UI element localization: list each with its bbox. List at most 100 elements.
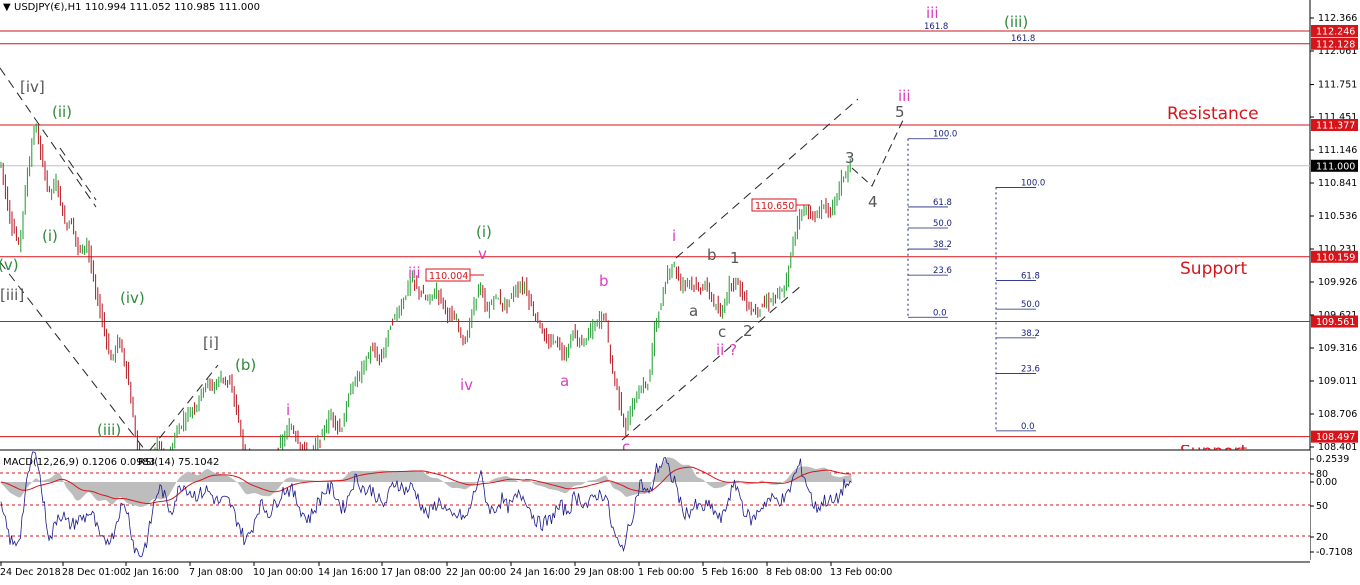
wave-label: c <box>718 323 726 341</box>
level-price-label: 110.159 <box>1316 252 1355 263</box>
price-tick-label: 108.706 <box>1318 409 1357 420</box>
wave-label: (i) <box>42 227 58 245</box>
wave-label: b <box>707 246 717 264</box>
wave-label: a <box>689 302 698 320</box>
macd-label: MACD(12,26,9) 0.1206 0.0983 <box>3 457 155 468</box>
wave-label: ii ? <box>716 341 737 359</box>
macd-signal-line <box>0 466 852 504</box>
price-axis: 112.366 112.061 111.751 111.451 111.146 110.8… <box>1310 13 1357 453</box>
time-tick-label: 1 Feb 00:00 <box>638 567 694 578</box>
fib-level-label: 50.0 <box>1021 300 1040 310</box>
fib-level-label: 0.0 <box>1021 422 1035 432</box>
wave-label: [i] <box>203 334 219 352</box>
resistance-label: Resistance <box>1167 104 1259 124</box>
wave-label: a <box>560 372 569 390</box>
indicator-tick-label: -0.7108 <box>1316 547 1353 558</box>
wave-label: 3 <box>845 149 855 167</box>
rsi-path <box>0 451 852 558</box>
time-tick-label: 14 Jan 16:00 <box>318 567 378 578</box>
time-tick-label: 24 Jan 16:00 <box>510 567 570 578</box>
wave-label: iii <box>898 87 911 105</box>
indicator-tick-label: 0.2539 <box>1316 454 1349 465</box>
fib-level-label: 0.0 <box>933 308 947 318</box>
fib-level-label: 23.6 <box>933 266 952 276</box>
price-tick-label: 111.451 <box>1318 112 1357 123</box>
fib-level-label: 23.6 <box>1021 364 1040 374</box>
dropdown-arrow-icon[interactable]: ▼ <box>3 2 11 13</box>
price-tick-label: 109.316 <box>1318 343 1357 354</box>
level-price-tag <box>1311 315 1358 328</box>
wave-label: (b) <box>235 356 256 374</box>
horizontal-levels: 112.246 112.128 111.377 110.159 109.561 108.4… <box>0 24 1358 443</box>
wave-label: 1 <box>730 249 740 267</box>
fib-level-label: 100.0 <box>1021 178 1045 188</box>
price-tick-label: 108.401 <box>1318 442 1357 453</box>
wave-label: 4 <box>868 193 878 211</box>
level-price-tag <box>1311 430 1358 443</box>
wave-labels: [iv](ii)(i)(v)[iii] (iv)(iii)[i](b)iiiiiv… <box>0 4 1028 456</box>
wave-label: (ii) <box>52 103 72 121</box>
zone-labels: Resistance Support <box>1167 104 1259 279</box>
time-tick-label: 2 Jan 16:00 <box>125 567 179 578</box>
trendline-ii-iv <box>59 147 97 201</box>
support-label: Support <box>1180 259 1248 279</box>
rsi-line <box>0 451 852 558</box>
fib-level-label: 50.0 <box>933 219 952 229</box>
channel-upper-line <box>675 98 859 259</box>
price-box-label: 110.004 <box>429 271 468 282</box>
time-tick-label: 29 Jan 08:00 <box>574 567 634 578</box>
wave-label: 2 <box>743 322 753 340</box>
fib-extension-label: 161.8 <box>924 22 948 32</box>
current-price-label: 111.000 <box>1316 161 1355 172</box>
wave-label: iii <box>408 264 421 282</box>
level-price-tag <box>1311 37 1358 50</box>
fib-level-label: 61.8 <box>933 198 952 208</box>
fibonacci-retracements: 100.0 61.8 50.0 38.2 23.6 0.0 100.0 61.8 50.0 38.… <box>907 22 1045 432</box>
fib-extension-label: 161.8 <box>1011 34 1035 44</box>
price-tick-label: 112.366 <box>1318 13 1357 24</box>
price-box-label: 110.650 <box>755 201 794 212</box>
wave-label: [iv] <box>20 78 45 96</box>
level-price-label: 111.377 <box>1316 121 1355 132</box>
wave-label: c <box>622 438 630 456</box>
time-tick-label: 17 Jan 08:00 <box>381 567 441 578</box>
time-tick-label: 10 Jan 00:00 <box>253 567 313 578</box>
support-label-2: Support <box>1180 442 1248 462</box>
level-price-label: 112.128 <box>1316 39 1355 50</box>
trendline-jan-rally <box>149 364 219 451</box>
projection-path <box>851 117 905 187</box>
wave-label: i <box>672 227 676 245</box>
price-tick-label: 110.841 <box>1318 178 1357 189</box>
macd-histogram-area <box>0 457 852 507</box>
wave-label: v <box>478 245 487 263</box>
price-tick-label: 112.061 <box>1318 46 1357 57</box>
wave-label: (iv) <box>120 289 145 307</box>
price-tick-label: 110.536 <box>1318 211 1357 222</box>
fib-level-label: 100.0 <box>933 130 957 140</box>
level-price-label: 109.561 <box>1316 317 1355 328</box>
wave-label: iv <box>460 376 473 394</box>
price-tick-label: 110.231 <box>1318 244 1357 255</box>
fib-level-label: 38.2 <box>1021 329 1040 339</box>
level-price-tag <box>1311 250 1358 263</box>
indicator-tick-label: 20 <box>1316 532 1328 543</box>
wave-label: (iii) <box>1004 13 1028 31</box>
indicator-tick-label: 80 <box>1316 469 1328 480</box>
indicator-tick-label: 50 <box>1316 501 1328 512</box>
price-boxes: 110.004 110.650 <box>425 198 810 282</box>
wave-label: [iii] <box>0 286 24 304</box>
level-price-label: 112.246 <box>1316 26 1355 37</box>
wave-label: iii <box>926 4 939 22</box>
indicator-panel <box>0 450 1310 562</box>
time-tick-label: 8 Feb 08:00 <box>766 567 822 578</box>
time-axis: 24 Dec 2018 28 Dec 01:00 2 Jan 16:00 7 Jan … <box>0 562 892 578</box>
fib-level-label: 61.8 <box>1021 271 1040 281</box>
trendline-upper-left <box>0 67 97 208</box>
wave-label: (v) <box>0 256 19 274</box>
time-tick-label: 13 Feb 00:00 <box>830 567 892 578</box>
indicator-axis: 0.2539 800.00 50 20 -0.7108 <box>1310 454 1353 558</box>
current-price-line: 111.000 <box>0 159 1358 172</box>
time-tick-label: 28 Dec 01:00 <box>62 567 126 578</box>
